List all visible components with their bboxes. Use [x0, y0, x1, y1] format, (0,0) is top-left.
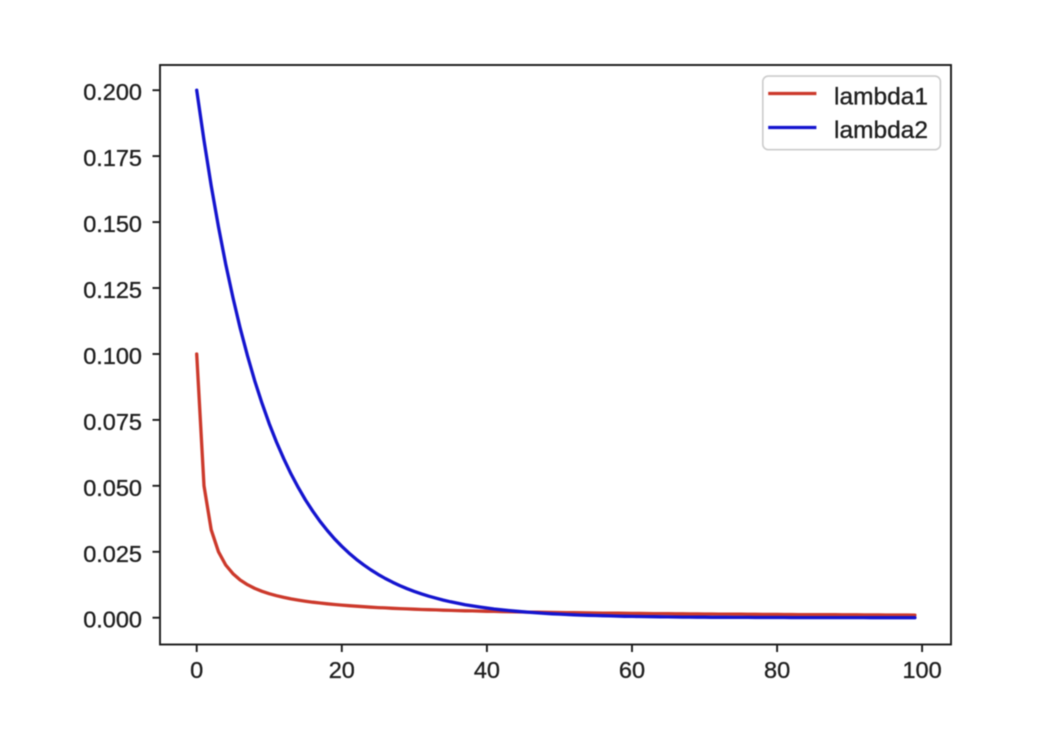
svg-text:100: 100	[902, 657, 941, 683]
svg-text:0.200: 0.200	[83, 79, 142, 105]
svg-text:0.125: 0.125	[83, 277, 142, 303]
svg-text:40: 40	[474, 657, 500, 683]
svg-text:60: 60	[619, 657, 645, 683]
svg-text:0.000: 0.000	[83, 607, 142, 633]
svg-text:lambda2: lambda2	[834, 117, 928, 144]
svg-text:0.050: 0.050	[83, 475, 142, 501]
svg-text:0.025: 0.025	[83, 541, 142, 567]
svg-text:0.100: 0.100	[83, 343, 142, 369]
svg-text:0.175: 0.175	[83, 145, 142, 171]
svg-text:0: 0	[190, 657, 203, 683]
svg-text:20: 20	[329, 657, 355, 683]
svg-text:lambda1: lambda1	[834, 83, 928, 110]
svg-text:80: 80	[764, 657, 790, 683]
svg-text:0.075: 0.075	[83, 409, 142, 435]
svg-text:0.150: 0.150	[83, 211, 142, 237]
